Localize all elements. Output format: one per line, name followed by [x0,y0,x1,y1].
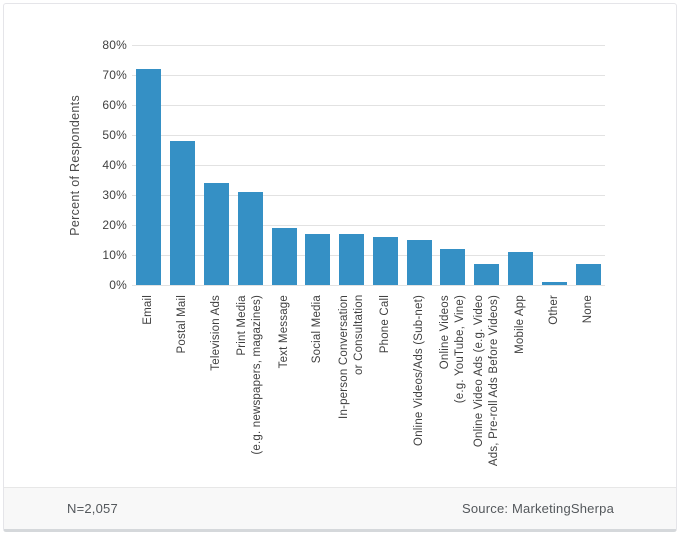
y-tick-label: 40% [102,158,127,172]
y-tick-label: 70% [102,68,127,82]
bar-slot [402,240,436,285]
footer: N=2,057 Source: MarketingSherpa [4,487,676,529]
x-label-slot: Online Videos/Ads (Sub-net) [402,295,436,446]
x-label-email: Email [142,295,155,325]
bar-none [575,264,601,285]
bar-other [541,282,567,285]
y-tick-label: 20% [102,218,127,232]
gridline [132,75,605,76]
gridline [132,105,605,106]
bar-slot [504,252,538,285]
bar-slot [200,183,234,285]
chart-card: Percent of Respondents Email Postal Mail T… [3,3,677,532]
gridline [132,195,605,196]
gridline [132,225,605,226]
y-tick-label: 80% [102,38,127,52]
x-label-slot: In-person Conversation or Consultation [335,295,369,419]
bar-television-ads [203,183,229,285]
gridline [132,255,605,256]
x-label-phone-call: Phone Call [378,295,391,354]
x-label-text-message: Text Message [277,295,290,369]
gridline [132,165,605,166]
bar-slot [166,141,200,285]
x-label-online-videos-ads-sub-net: Online Videos/Ads (Sub-net) [412,295,425,446]
x-label-slot: Television Ads [200,295,234,371]
x-label-slot: Other [537,295,571,325]
gridline [132,135,605,136]
x-label-mobile-app: Mobile App [513,295,526,354]
x-label-slot: None [571,295,605,323]
bar-mobile-app [507,252,533,285]
gridline [132,45,605,46]
source-label: Source: MarketingSherpa [461,501,614,516]
x-label-online-video-ads-e-g-video: Online Video Ads (e.g. Video Ads, Pre-ro… [472,295,500,467]
x-label-social-media: Social Media [311,295,324,364]
bar-slot [233,192,267,285]
y-tick-label: 50% [102,128,127,142]
bar-in-person-conversation [339,234,365,285]
x-label-in-person-conversation: In-person Conversation or Consultation [337,295,365,419]
x-label-slot: Online Video Ads (e.g. Video Ads, Pre-ro… [470,295,504,466]
bar-slot [571,264,605,285]
bar-online-videos [440,249,466,285]
bar-print-media [237,192,263,285]
x-label-slot: Phone Call [368,295,402,353]
y-tick-label: 0% [109,278,127,292]
bar-slot [537,282,571,285]
bar-social-media [305,234,331,285]
bar-online-videos-ads-sub-net [406,240,432,285]
y-tick-label: 10% [102,248,127,262]
x-label-slot: Social Media [301,295,335,363]
plot-area [132,45,605,286]
bar-email [136,69,162,285]
bar-slot [301,234,335,285]
bar-slot [436,249,470,285]
x-label-television-ads: Television Ads [209,295,222,371]
bar-slot [267,228,301,285]
bar-phone-call [372,237,398,285]
gridline [132,285,605,286]
sample-size-label: N=2,057 [67,501,118,516]
x-label-postal-mail: Postal Mail [176,295,189,354]
x-label-slot: Online Videos (e.g. YouTube, Vine) [436,295,470,403]
bar-postal-mail [170,141,196,285]
bar-text-message [271,228,297,285]
x-label-print-media: Print Media (e.g. newspapers, magazines) [236,295,264,455]
x-label-slot: Mobile App [504,295,538,354]
bar-slot [132,69,166,285]
bar-slot [470,264,504,285]
y-tick-label: 60% [102,98,127,112]
x-label-slot: Print Media (e.g. newspapers, magazines) [233,295,267,455]
x-label-other: Other [547,295,560,325]
bar-slot [335,234,369,285]
x-label-slot: Email [132,295,166,325]
x-axis-labels: Email Postal Mail Television Ads Print Medi… [132,295,605,481]
x-label-none: None [581,295,594,324]
x-label-slot: Text Message [267,295,301,368]
bar-slot [368,237,402,285]
y-tick-label: 30% [102,188,127,202]
bar-online-video-ads-e-g-video [474,264,500,285]
bars-row [132,45,605,285]
x-label-slot: Postal Mail [166,295,200,353]
x-label-online-videos: Online Videos (e.g. YouTube, Vine) [438,295,466,404]
